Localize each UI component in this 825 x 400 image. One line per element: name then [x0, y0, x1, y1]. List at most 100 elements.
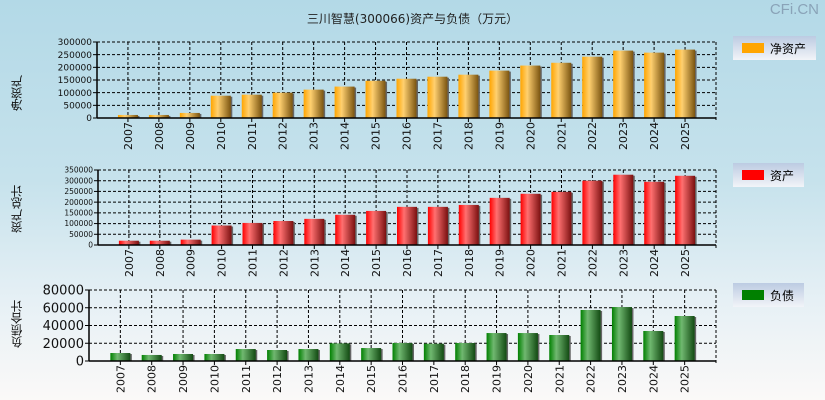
bar-2015	[365, 80, 386, 118]
chart-0: 0 50000 100000 150000 200000 250000 300000 2007…	[58, 38, 717, 150]
y-tick-label: 300000	[58, 38, 93, 48]
bar-2022	[582, 56, 603, 118]
y-axis-label: 资产总计	[10, 185, 24, 233]
legend-0: 净资产	[733, 36, 817, 60]
y-axis-label: 负债合计	[10, 300, 24, 348]
y-tick-label: 40000	[43, 319, 84, 334]
x-tick-label: 2012	[277, 122, 290, 150]
x-tick-label: 2009	[185, 249, 198, 277]
bar-2019	[489, 197, 510, 245]
bar-2008	[149, 240, 170, 245]
chart-title: 三川智慧(300066)资产与负债（万元）	[306, 12, 519, 26]
bar-2021	[551, 191, 572, 245]
y-tick-label: 100000	[58, 89, 93, 99]
bar-2019	[489, 70, 510, 118]
x-tick-label: 2017	[432, 249, 445, 277]
x-tick-label: 2012	[271, 365, 284, 393]
legend-label: 净资产	[770, 41, 807, 56]
bar-2017	[427, 206, 448, 245]
x-tick-label: 2024	[647, 365, 660, 393]
x-tick-label: 2014	[339, 249, 352, 277]
x-tick-label: 2018	[462, 122, 475, 150]
bar-2013	[303, 89, 324, 118]
x-tick-label: 2020	[525, 249, 538, 277]
x-tick-label: 2016	[397, 365, 410, 393]
x-tick-label: 2019	[491, 365, 504, 393]
bar-2012	[272, 92, 293, 118]
bar-2014	[334, 86, 355, 118]
x-tick-label: 2007	[123, 249, 136, 277]
y-tick-label: 200000	[64, 198, 93, 207]
bar-2009	[173, 353, 194, 361]
x-tick-label: 2010	[216, 249, 229, 277]
bar-2018	[458, 204, 479, 245]
bar-2023	[613, 174, 634, 245]
x-tick-label: 2019	[494, 249, 507, 277]
y-tick-label: 150000	[64, 208, 93, 217]
x-tick-label: 2014	[334, 365, 347, 393]
bar-2015	[366, 210, 387, 245]
x-tick-label: 2011	[247, 249, 260, 277]
bar-2025	[675, 49, 696, 118]
bar-2012	[267, 349, 288, 361]
bar-2020	[520, 193, 541, 245]
x-tick-label: 2016	[401, 122, 414, 150]
y-tick-label: 50000	[63, 101, 92, 111]
x-tick-label: 2017	[428, 365, 441, 393]
bar-2018	[455, 342, 476, 361]
y-tick-label: 200000	[58, 63, 93, 73]
bar-2014	[335, 214, 356, 245]
x-tick-label: 2019	[493, 122, 506, 150]
bar-2008	[148, 114, 169, 118]
x-tick-label: 2013	[302, 365, 315, 393]
bar-2014	[329, 343, 350, 361]
x-tick-label: 2020	[522, 365, 535, 393]
y-tick-label: 0	[86, 114, 92, 124]
bar-2017	[427, 76, 448, 118]
legend-swatch	[742, 290, 764, 300]
bar-2010	[204, 353, 225, 361]
bar-2016	[397, 206, 417, 245]
x-tick-label: 2020	[524, 122, 537, 150]
y-tick-label: 0	[76, 355, 84, 370]
y-tick-label: 0	[88, 241, 93, 250]
y-tick-label: 250000	[64, 187, 93, 196]
bar-2025	[675, 175, 696, 245]
y-tick-label: 60000	[43, 301, 84, 316]
y-tick-label: 350000	[64, 166, 93, 175]
x-tick-label: 2021	[556, 249, 569, 277]
x-tick-label: 2013	[308, 249, 321, 277]
x-tick-label: 2017	[431, 122, 444, 150]
bar-2021	[549, 334, 570, 361]
y-axis-label: 净资产	[10, 75, 24, 111]
y-tick-label: 20000	[43, 337, 84, 352]
x-tick-label: 2016	[401, 249, 414, 277]
bar-2009	[180, 239, 201, 245]
x-tick-label: 2018	[459, 365, 472, 393]
legend-label: 资产	[770, 168, 795, 183]
bar-2010	[211, 225, 232, 245]
x-tick-label: 2022	[585, 365, 598, 393]
bar-2024	[644, 181, 665, 245]
x-tick-label: 2011	[240, 365, 253, 393]
x-tick-label: 2011	[246, 122, 259, 150]
x-tick-label: 2024	[648, 122, 661, 150]
bar-2023	[611, 307, 632, 361]
x-tick-label: 2007	[122, 122, 135, 150]
x-tick-label: 2018	[463, 249, 476, 277]
x-tick-label: 2009	[177, 365, 190, 393]
bar-2021	[551, 62, 572, 118]
x-tick-label: 2025	[679, 122, 692, 150]
legend-label: 负债	[770, 288, 795, 303]
y-tick-label: 150000	[58, 76, 93, 86]
y-tick-label: 80000	[43, 284, 84, 299]
bar-2013	[304, 218, 325, 245]
bar-2011	[241, 94, 262, 118]
legend-2: 负债	[733, 283, 805, 307]
x-tick-label: 2015	[370, 249, 383, 277]
x-tick-label: 2021	[553, 365, 566, 393]
y-tick-label: 250000	[58, 51, 93, 61]
bar-2019	[486, 333, 507, 361]
bar-2007	[110, 353, 131, 361]
